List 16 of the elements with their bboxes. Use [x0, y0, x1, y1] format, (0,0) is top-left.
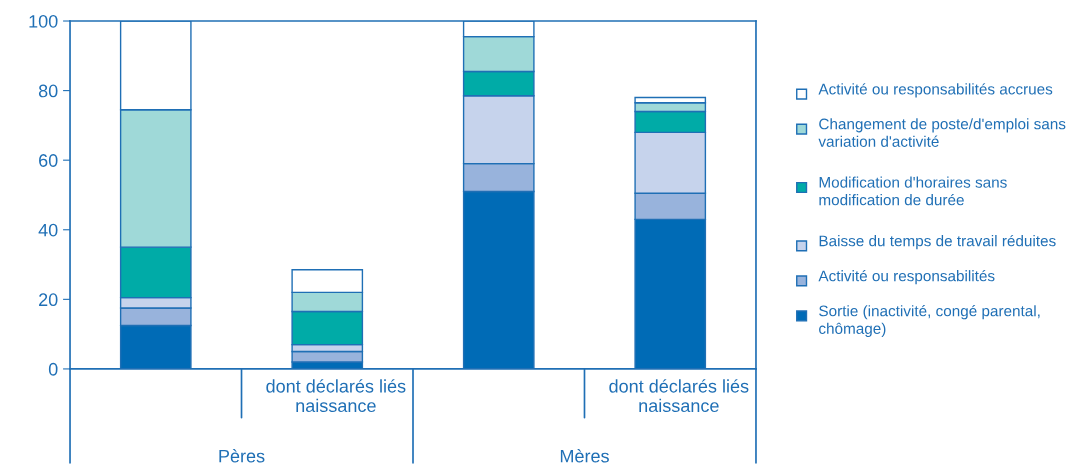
legend-label: Sortie (inactivité, congé parental, chômage)	[819, 304, 1040, 337]
legend-label: Baisse du temps de travail réduites	[819, 234, 1056, 250]
legend-label: Changement de poste/d'emploi sans variation d'activité	[818, 118, 1066, 147]
legend-label: Activité ou responsabilités	[818, 269, 995, 285]
y-tick-label: 0	[48, 362, 58, 376]
x-tick-label: dont déclarés liés naissance	[609, 379, 749, 413]
legend-label: Activité ou responsabilités accrues	[818, 83, 1053, 98]
y-tick-label: 40	[38, 223, 58, 237]
legend-label: Modification d'horaires sans modification de durée	[819, 176, 1007, 206]
y-tick-label: 20	[39, 293, 58, 307]
text: Mères	[560, 449, 609, 463]
text: Pères	[219, 449, 265, 463]
y-tick-label: 60	[39, 154, 58, 167]
y-tick-label: 100	[29, 14, 58, 28]
x-tick-label: dont déclarés liés naissance	[266, 379, 406, 413]
y-tick-label: 80	[38, 84, 58, 98]
